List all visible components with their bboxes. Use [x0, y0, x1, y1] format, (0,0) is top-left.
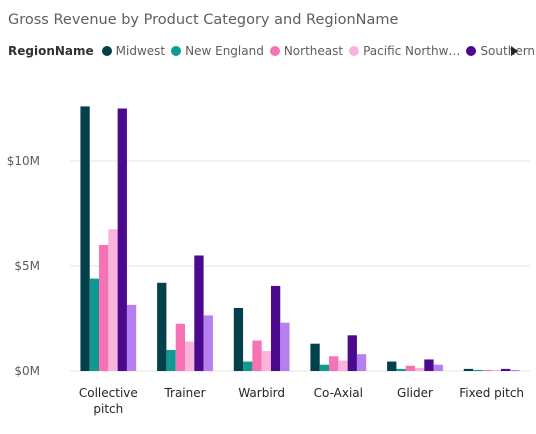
legend-items: Midwest New England Northeast Pacific North…	[101, 44, 536, 58]
bar[interactable]	[338, 360, 348, 372]
bar[interactable]	[126, 304, 137, 371]
bar[interactable]	[157, 282, 167, 371]
x-category-label: Trainer	[163, 386, 205, 400]
bar[interactable]	[203, 315, 213, 371]
bar[interactable]	[347, 335, 357, 371]
x-category-label: Warbird	[238, 386, 285, 400]
bar[interactable]	[194, 255, 204, 372]
legend-next-arrow-icon[interactable]	[511, 46, 518, 56]
bar[interactable]	[510, 369, 520, 371]
legend-item[interactable]: New England	[171, 44, 264, 58]
bar[interactable]	[491, 369, 501, 371]
bar[interactable]	[108, 229, 118, 371]
legend-title: RegionName	[8, 44, 94, 58]
bar[interactable]	[270, 285, 281, 371]
legend-item-label: Pacific Northw…	[363, 44, 461, 58]
bar[interactable]	[500, 368, 511, 371]
legend-item-label: Southern	[480, 44, 536, 58]
legend-marker	[269, 46, 280, 56]
bar[interactable]	[319, 364, 330, 371]
legend-marker	[466, 46, 477, 56]
legend-marker	[171, 46, 182, 56]
x-category-label: Glider	[397, 386, 433, 400]
bar[interactable]	[463, 368, 474, 371]
legend-item-label: New England	[185, 44, 264, 58]
legend-item-label: Midwest	[115, 44, 166, 58]
bar[interactable]	[396, 368, 406, 371]
y-tick-label: $10M	[7, 154, 40, 168]
legend-item[interactable]: Northeast	[269, 44, 344, 58]
bar[interactable]	[329, 356, 339, 371]
bar[interactable]	[280, 322, 290, 371]
bar[interactable]	[89, 278, 100, 371]
bar[interactable]	[252, 340, 262, 371]
bar[interactable]	[473, 369, 483, 371]
x-category-label: Fixed pitch	[459, 386, 524, 400]
bar[interactable]	[166, 350, 176, 371]
y-tick-label: $0M	[14, 364, 40, 378]
x-category-label: Co-Axial	[314, 386, 363, 400]
bar[interactable]	[433, 364, 443, 371]
bar[interactable]	[356, 354, 367, 371]
bar[interactable]	[233, 308, 244, 371]
bar[interactable]	[424, 359, 434, 371]
legend-item[interactable]: Midwest	[101, 44, 166, 58]
legend-item-label: Northeast	[283, 44, 344, 58]
x-category-label: Collective pitch	[79, 386, 138, 416]
legend: RegionName Midwest New England Northeast Pa…	[8, 44, 536, 58]
bar[interactable]	[261, 351, 271, 371]
legend-marker	[101, 46, 112, 56]
bar[interactable]	[99, 245, 109, 371]
bar[interactable]	[405, 365, 415, 371]
bar[interactable]	[185, 341, 195, 371]
bar[interactable]	[415, 367, 425, 371]
y-tick-label: $5M	[14, 259, 40, 273]
legend-item[interactable]: Pacific Northw…	[349, 44, 460, 58]
chart-title: Gross Revenue by Product Category and Re…	[8, 12, 399, 28]
bar[interactable]	[175, 323, 185, 371]
bar[interactable]	[80, 106, 90, 372]
bar[interactable]	[117, 108, 127, 372]
legend-item[interactable]: Southern	[466, 44, 535, 58]
bar[interactable]	[482, 369, 492, 371]
bar[interactable]	[387, 361, 397, 371]
legend-marker	[349, 46, 360, 56]
bar[interactable]	[243, 361, 253, 371]
bar[interactable]	[310, 343, 320, 371]
